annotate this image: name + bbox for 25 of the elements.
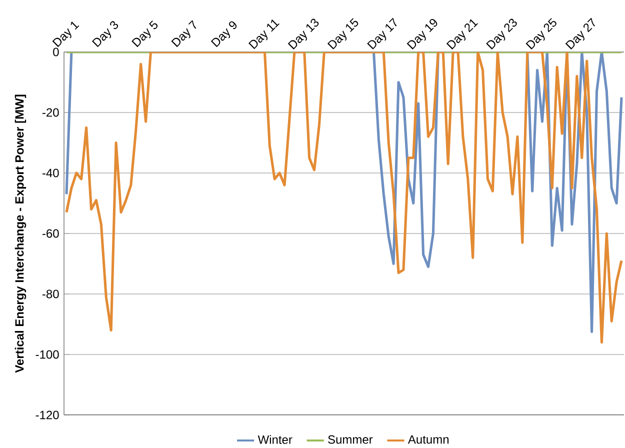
y-tick-label: -40 (42, 168, 59, 178)
x-tick-label: Day 13 (288, 18, 319, 50)
legend-label: Autumn (408, 435, 449, 444)
y-axis-title: Vertical Energy Interchange - Export Power [MW] (14, 94, 26, 373)
legend-label: Summer (328, 435, 373, 444)
y-tick-label: -20 (42, 108, 59, 117)
x-tick-label: Day 17 (367, 18, 397, 50)
x-tick-label: Day 15 (327, 18, 358, 50)
x-tick-label: Day 1 (52, 22, 80, 48)
y-tick-label: 0 (53, 48, 59, 56)
y-tick-label: -120 (36, 410, 59, 420)
legend-label: Winter (258, 435, 292, 444)
x-tick-label: Day 7 (171, 20, 196, 48)
x-tick-label: Day 19 (406, 18, 438, 50)
x-tick-label: Day 25 (526, 18, 556, 50)
x-tick-label: Day 3 (92, 21, 118, 48)
x-tick-label: Day 11 (248, 20, 280, 50)
x-tick-label: Day 23 (486, 18, 517, 50)
x-tick-label: Day 5 (132, 20, 158, 48)
x-tick-label: Day 27 (565, 18, 595, 50)
x-tick-label: Day 21 (446, 19, 478, 50)
y-tick-label: -60 (42, 229, 59, 238)
x-tick-label: Day 9 (210, 21, 237, 48)
y-tick-label: -80 (42, 290, 59, 298)
y-tick-label: -100 (36, 350, 59, 359)
